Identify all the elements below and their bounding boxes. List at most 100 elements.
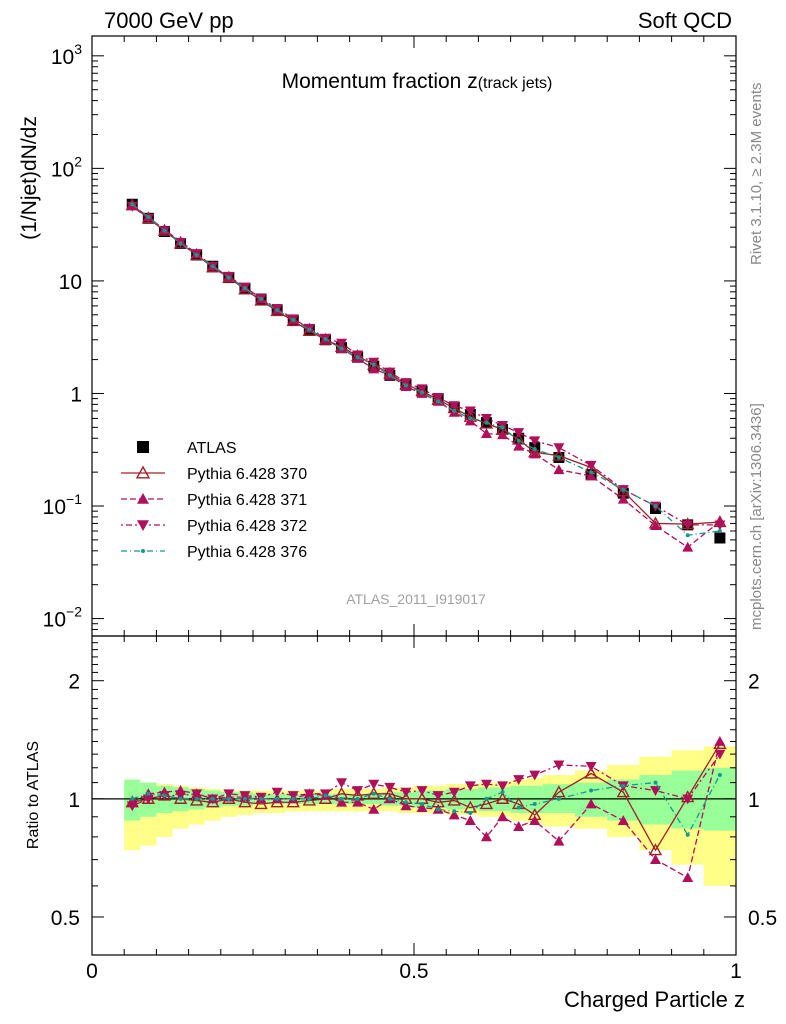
top-panel-series — [125, 198, 727, 552]
marker-dot — [226, 796, 231, 801]
marker-triangle-up — [617, 815, 629, 826]
marker-triangle-down — [416, 786, 428, 797]
marker-triangle-down — [368, 779, 380, 790]
marker-dot — [387, 796, 392, 801]
legend-label: Pythia 6.428 376 — [187, 544, 307, 561]
marker-triangle-up — [368, 803, 380, 814]
marker-triangle-up — [682, 541, 694, 552]
legend-item-atlas: ATLAS — [137, 440, 237, 457]
marker-triangle-up — [480, 428, 492, 438]
marker-dot — [307, 327, 312, 332]
tick-base: 10 — [51, 158, 74, 181]
marker-dot — [339, 346, 344, 351]
marker-triangle-up — [480, 831, 492, 842]
marker-triangle-up — [682, 872, 694, 882]
marker-triangle-down — [271, 787, 283, 798]
marker-dot — [556, 796, 561, 801]
marker-triangle-up — [137, 493, 149, 504]
marker-triangle-up — [464, 815, 476, 826]
marker-triangle-up — [513, 440, 525, 451]
marker-triangle-up-open — [447, 793, 461, 806]
marker-triangle-down — [513, 428, 525, 438]
marker-dot — [162, 228, 167, 233]
marker-triangle-up — [497, 811, 509, 822]
bottom-panel-ylabel: Ratio to ATLAS — [25, 741, 42, 849]
marker-triangle-up — [617, 493, 629, 504]
marker-triangle-down — [682, 520, 694, 531]
side-label-mcplots: mcplots.cern.ch [arXiv:1306.3436] — [748, 403, 765, 630]
marker-dot — [259, 796, 264, 801]
marker-triangle-up — [352, 796, 364, 807]
marker-dot — [436, 399, 441, 404]
marker-dot — [259, 297, 264, 302]
legend-label: ATLAS — [187, 440, 237, 457]
top-y-tick-label: 1 — [70, 383, 82, 406]
x-tick-label: 1 — [730, 960, 742, 983]
top-y-tick-label: 102 — [51, 153, 82, 181]
marker-dot — [621, 487, 626, 492]
legend-item-p376: Pythia 6.428 376 — [121, 544, 307, 561]
marker-triangle-down — [336, 338, 348, 349]
marker-triangle-up-open — [552, 448, 566, 461]
marker-triangle-down — [416, 384, 428, 395]
marker-triangle-up — [585, 798, 597, 809]
marker-triangle-up-open — [367, 786, 381, 799]
legend: ATLAS Pythia 6.428 370 Pythia 6.428 371 Pyt… — [121, 440, 307, 561]
x-tick-label: 0.5 — [399, 960, 428, 983]
marker-triangle-down — [384, 367, 396, 378]
marker-triangle-down — [650, 786, 661, 797]
marker-triangle-down — [223, 789, 235, 800]
marker-triangle-down — [714, 749, 726, 760]
legend-label: Pythia 6.428 371 — [187, 492, 307, 509]
marker-triangle-down — [137, 520, 149, 531]
marker-triangle-up — [368, 363, 380, 374]
marker-triangle-up — [497, 429, 509, 440]
marker-dot — [371, 791, 376, 796]
marker-dot — [685, 832, 690, 837]
marker-dot — [484, 796, 489, 801]
tick-base: 1 — [70, 383, 82, 406]
marker-triangle-down — [553, 760, 565, 771]
marker-triangle-up-open — [616, 785, 630, 798]
marker-triangle-up — [448, 809, 460, 820]
marker-dot — [291, 796, 296, 801]
ratio-series-p376 — [130, 773, 722, 837]
marker-dot — [194, 796, 199, 801]
ratio-y-tick-label-left: 1 — [68, 789, 80, 812]
x-axis-label: Charged Particle z — [564, 987, 745, 1012]
ratio-y-tick-label-right: 0.5 — [748, 907, 777, 930]
marker-triangle-up-open — [238, 795, 252, 808]
marker-dot — [291, 317, 296, 322]
marker-triangle-up-open — [495, 791, 510, 804]
marker-triangle-up-open — [135, 465, 151, 479]
marker-dot — [141, 549, 145, 553]
marker-dot — [589, 470, 594, 475]
marker-triangle-down — [287, 791, 299, 801]
ratio-uncertainty-bands — [92, 746, 736, 886]
marker-triangle-down — [432, 791, 444, 801]
marker-triangle-down — [142, 794, 154, 805]
marker-dot — [653, 504, 658, 509]
marker-dot — [403, 383, 408, 388]
top-y-tick-label: 10 — [59, 271, 82, 294]
ratio-panel-series — [125, 735, 727, 882]
marker-dot — [307, 796, 312, 801]
marker-dot — [242, 796, 247, 801]
tick-base: 10 — [51, 46, 74, 69]
tick-base: 10 — [43, 609, 66, 632]
marker-triangle-up-open — [254, 797, 268, 810]
plot-title: Momentum fraction z(track jets) — [282, 70, 553, 93]
marker-triangle-down — [480, 779, 492, 790]
marker-dot — [452, 408, 457, 413]
marker-triangle-down — [126, 801, 138, 812]
marker-triangle-up — [650, 854, 661, 865]
legend-item-p370: Pythia 6.428 370 — [121, 465, 307, 483]
marker-triangle-down — [464, 781, 476, 792]
tick-exponent: 3 — [74, 41, 82, 57]
marker-triangle-down — [682, 794, 694, 805]
marker-triangle-up — [529, 448, 541, 459]
top-panel-ylabel: (1/Njet)dN/dz — [18, 116, 41, 240]
marker-dot — [339, 796, 344, 801]
